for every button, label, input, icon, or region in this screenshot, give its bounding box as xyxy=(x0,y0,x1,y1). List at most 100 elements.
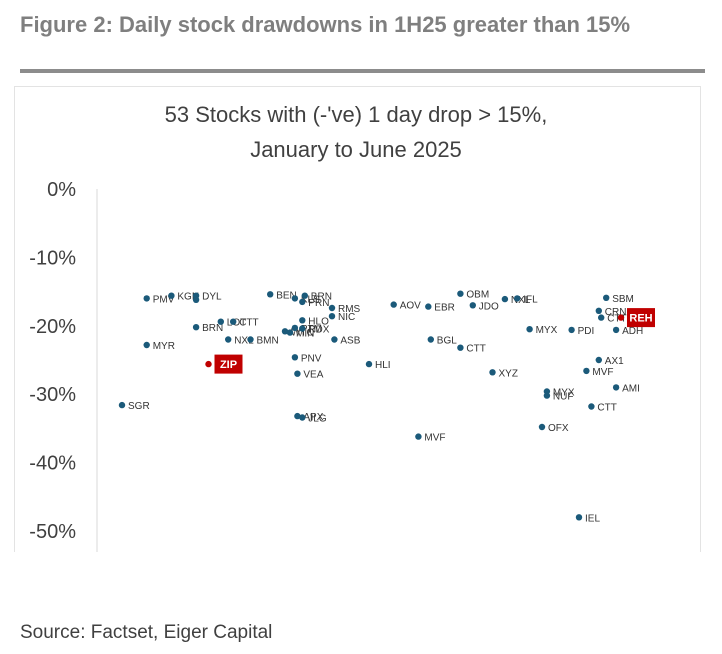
point-label: JLG xyxy=(308,414,327,425)
data-point xyxy=(469,302,476,309)
highlight-point-label: ZIP xyxy=(220,359,237,371)
highlight-label-box xyxy=(627,308,655,328)
data-point xyxy=(595,356,602,364)
data-point xyxy=(294,370,301,377)
point-label: ADH xyxy=(622,326,643,337)
point-label: PDI xyxy=(578,326,595,337)
point-label: PRN xyxy=(308,298,329,309)
data-point xyxy=(299,317,306,324)
point-label: WTC xyxy=(291,327,314,338)
data-point xyxy=(328,313,336,320)
point-label: EBR xyxy=(434,303,455,314)
y-tick-labels: 0% -10% -20% -30% -40% -50% xyxy=(29,179,76,543)
data-point xyxy=(301,292,308,299)
data-point xyxy=(291,354,299,361)
data-point xyxy=(192,324,200,331)
point-label: BGL xyxy=(437,336,457,347)
point-label: CRN xyxy=(605,307,627,318)
data-point xyxy=(489,369,496,376)
data-point xyxy=(225,336,232,343)
data-point xyxy=(427,336,434,343)
data-point xyxy=(425,303,432,310)
data-point xyxy=(595,307,602,314)
point-label: PTM xyxy=(301,324,322,335)
point-label: LOT xyxy=(227,318,246,329)
data-point xyxy=(390,301,397,308)
data-point xyxy=(588,403,595,410)
data-point xyxy=(603,294,610,301)
point-label: CTT xyxy=(239,318,258,329)
y-tick-label: -40% xyxy=(29,453,76,475)
point-label: AOV xyxy=(400,301,421,312)
y-tick-label: -20% xyxy=(29,316,76,338)
data-point xyxy=(281,328,289,335)
chart-title-line-1: 53 Stocks with (-'ve) 1 day drop > 15%, xyxy=(165,102,548,127)
data-point xyxy=(143,341,150,349)
data-point xyxy=(299,414,306,421)
point-label: MYX xyxy=(553,388,575,399)
data-point xyxy=(331,336,338,343)
point-label: NXL xyxy=(511,295,531,306)
point-label: IEL xyxy=(585,513,600,524)
highlight-point-label: REH xyxy=(629,313,652,325)
point-label: IFL xyxy=(523,294,538,305)
point-label: NIC xyxy=(338,312,355,323)
point-label: HLO xyxy=(308,316,329,327)
data-point xyxy=(205,360,212,368)
data-point xyxy=(230,318,237,325)
data-point xyxy=(286,329,294,336)
data-point xyxy=(328,304,336,312)
data-point xyxy=(299,325,306,332)
data-point xyxy=(612,326,620,334)
data-point xyxy=(267,291,274,298)
data-point xyxy=(291,295,299,302)
data-point xyxy=(617,314,625,321)
point-label: JDO xyxy=(479,301,499,312)
point-label: CTT xyxy=(607,314,626,325)
highlight-label-box xyxy=(214,354,243,374)
point-label: AMI xyxy=(622,383,640,394)
point-label: CTT xyxy=(466,344,485,355)
title-rule xyxy=(20,69,705,73)
data-point xyxy=(526,326,533,333)
data-point xyxy=(514,295,521,302)
data-point xyxy=(168,292,175,299)
point-label: MVF xyxy=(592,367,613,378)
point-label: XYZ xyxy=(499,368,518,379)
point-label: BMN xyxy=(257,336,279,347)
data-point xyxy=(612,384,620,391)
data-point xyxy=(568,326,575,334)
point-label: VEA xyxy=(303,370,323,381)
point-label: OFX xyxy=(548,423,569,434)
figure-title: Figure 2: Daily stock drawdowns in 1H25 … xyxy=(20,12,631,37)
point-label: BEN xyxy=(276,290,297,301)
chart-frame xyxy=(14,86,701,552)
data-point xyxy=(291,324,299,332)
data-point xyxy=(192,296,200,303)
point-label: NXL xyxy=(234,336,254,347)
source-note: Source: Factset, Eiger Capital xyxy=(20,622,273,643)
point-label: BRN xyxy=(202,323,223,334)
point-label: OBM xyxy=(466,290,489,301)
data-point xyxy=(143,295,150,302)
point-label: APX xyxy=(303,412,323,423)
y-tick-label: 0% xyxy=(47,179,76,201)
point-label: ASB xyxy=(340,336,360,347)
point-label: PMV xyxy=(153,294,175,305)
point-label: DYL xyxy=(202,292,222,303)
point-label: SBM xyxy=(612,294,634,305)
point-label: NUF xyxy=(553,392,574,403)
point-label: RDX xyxy=(308,325,329,336)
data-point xyxy=(299,298,306,306)
data-point xyxy=(294,412,301,420)
data-point xyxy=(247,336,254,343)
y-tick-label: -30% xyxy=(29,384,76,406)
point-label: KLS xyxy=(301,294,320,305)
point-label: MYX xyxy=(536,325,558,336)
data-point xyxy=(118,401,126,409)
data-point xyxy=(598,314,605,321)
point-label: AX1 xyxy=(605,356,624,367)
point-label: MVF xyxy=(424,433,445,444)
y-tick-label: -50% xyxy=(29,521,76,543)
